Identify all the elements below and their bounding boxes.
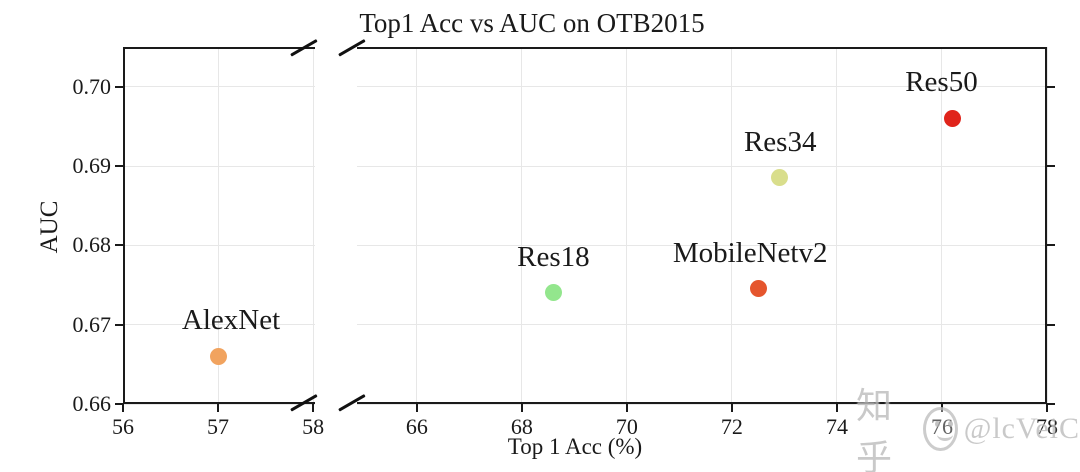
y-tick-mark-left [115,323,123,326]
data-point-label: Res18 [517,240,590,273]
gridline-vertical [731,47,733,404]
watermark-handle-text: @lcVeiC [963,412,1080,445]
y-tick-mark-left [115,165,123,167]
y-tick-label: 0.66 [72,391,112,416]
data-point-res18 [544,284,562,302]
x-tick-label: 57 [207,414,230,439]
gridline-vertical [836,47,838,404]
gridline-vertical [626,47,628,404]
gridline-horizontal [123,165,315,167]
gridline-vertical [416,47,418,404]
x-tick-label: 68 [510,414,533,439]
zhihu-face-icon [923,407,958,451]
y-tick-label: 0.68 [72,232,112,258]
x-tick-label: 78 [1036,414,1058,439]
data-point-label: Res34 [743,125,817,158]
y-tick-label: 0.67 [72,311,112,337]
watermark-brand-text: 知乎 [856,386,895,472]
y-tick-mark-right [1047,244,1055,247]
axes-panel-left [123,47,315,404]
x-tick-label: 56 [112,414,134,439]
gridline-horizontal [357,165,1047,167]
gridline-vertical [312,47,314,404]
y-tick-mark-left [115,403,123,405]
gridline-horizontal [357,324,1047,326]
x-tick-mark [312,404,315,412]
gridline-horizontal [123,244,315,246]
data-point-alexnet [209,347,227,365]
data-point-label: AlexNet [181,304,281,337]
icon-smile [937,428,954,441]
y-tick-mark-right [1047,323,1055,326]
y-tick-mark-left [115,244,123,247]
data-point-mobilenetv2 [749,280,767,298]
icon-eye-right [948,421,954,427]
y-axis-label: AUC [36,200,63,254]
x-tick-label: 66 [405,414,428,439]
gridline-vertical [1046,47,1048,404]
x-tick-mark [625,404,628,412]
data-point-label: Res50 [905,66,978,99]
watermark: 知乎 @lcVeiC [856,386,1080,472]
gridline-horizontal [357,403,1047,405]
x-tick-mark [1046,404,1048,412]
x-tick-mark [835,404,838,412]
x-tick-label: 70 [615,414,638,439]
x-tick-label: 72 [720,414,743,439]
gridline-vertical [941,47,943,404]
axes-panel-right [357,47,1047,404]
y-tick-label: 0.70 [72,73,112,99]
data-point-res50 [943,109,961,127]
x-tick-label: 74 [825,414,848,439]
y-tick-mark-left [115,85,123,88]
gridline-horizontal [123,324,315,326]
y-tick-mark-right [1047,85,1055,88]
data-point-label: MobileNetv2 [672,236,828,269]
gridline-horizontal [123,86,315,88]
x-tick-mark [122,404,124,412]
x-axis-label: Top 1 Acc (%) [507,434,643,459]
y-tick-mark-right [1047,165,1055,167]
data-point-res34 [770,169,788,187]
x-tick-mark [217,404,220,412]
x-tick-mark [730,404,733,412]
gridline-horizontal [357,86,1047,88]
x-tick-mark [415,404,418,412]
gridline-vertical [521,47,523,404]
icon-eye-left [935,421,941,427]
chart-title: Top1 Acc vs AUC on OTB2015 [359,8,705,38]
y-tick-label: 0.69 [72,153,112,178]
x-tick-label: 58 [302,414,325,439]
gridline-horizontal [357,244,1047,246]
gridline-vertical [217,47,219,404]
y-tick-mark-right [1047,403,1055,405]
x-tick-mark [520,404,523,412]
